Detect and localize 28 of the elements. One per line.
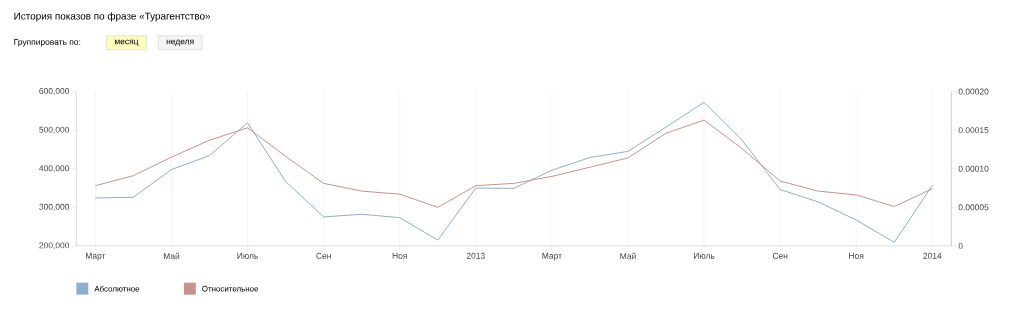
x-tick-label: Сен [316, 252, 331, 259]
text: Группировать по: [14, 38, 81, 47]
y-tick-label: 200,000 [39, 242, 70, 250]
x-tick-label: Ноя [849, 252, 864, 259]
text: месяц [114, 39, 139, 46]
x-tick-label: Май [163, 252, 180, 259]
x-tick-label: Июль [693, 252, 715, 259]
y2-tick-label: 0.00020 [958, 88, 989, 95]
y-tick-label: 300,000 [39, 203, 70, 211]
chart-title: История показов по фразе «Турагентство» [14, 12, 211, 22]
text: неделя [166, 39, 194, 46]
y2-tick-label: 0.00010 [958, 165, 989, 172]
line-series [94, 119, 933, 208]
y-tick-label: 600,000 [39, 87, 70, 95]
line-series [94, 101, 933, 243]
y2-tick-label: 0.00015 [958, 126, 989, 133]
x-tick-label: 2013 [466, 252, 485, 259]
x-tick-label: Ноя [392, 252, 407, 259]
x-tick-label: Март [85, 252, 106, 261]
y-tick-label: 400,000 [39, 165, 70, 172]
y2-tick-label: 0.00005 [958, 204, 989, 211]
x-tick-label: Март [542, 252, 562, 261]
x-tick-label: Сен [772, 252, 788, 259]
y2-tick-label: 0 [958, 242, 963, 249]
y-tick-label: 500,000 [39, 126, 70, 134]
x-tick-label: Июль [237, 252, 258, 259]
x-tick-label: Май [620, 252, 636, 259]
x-tick-label: 2014 [923, 252, 942, 259]
